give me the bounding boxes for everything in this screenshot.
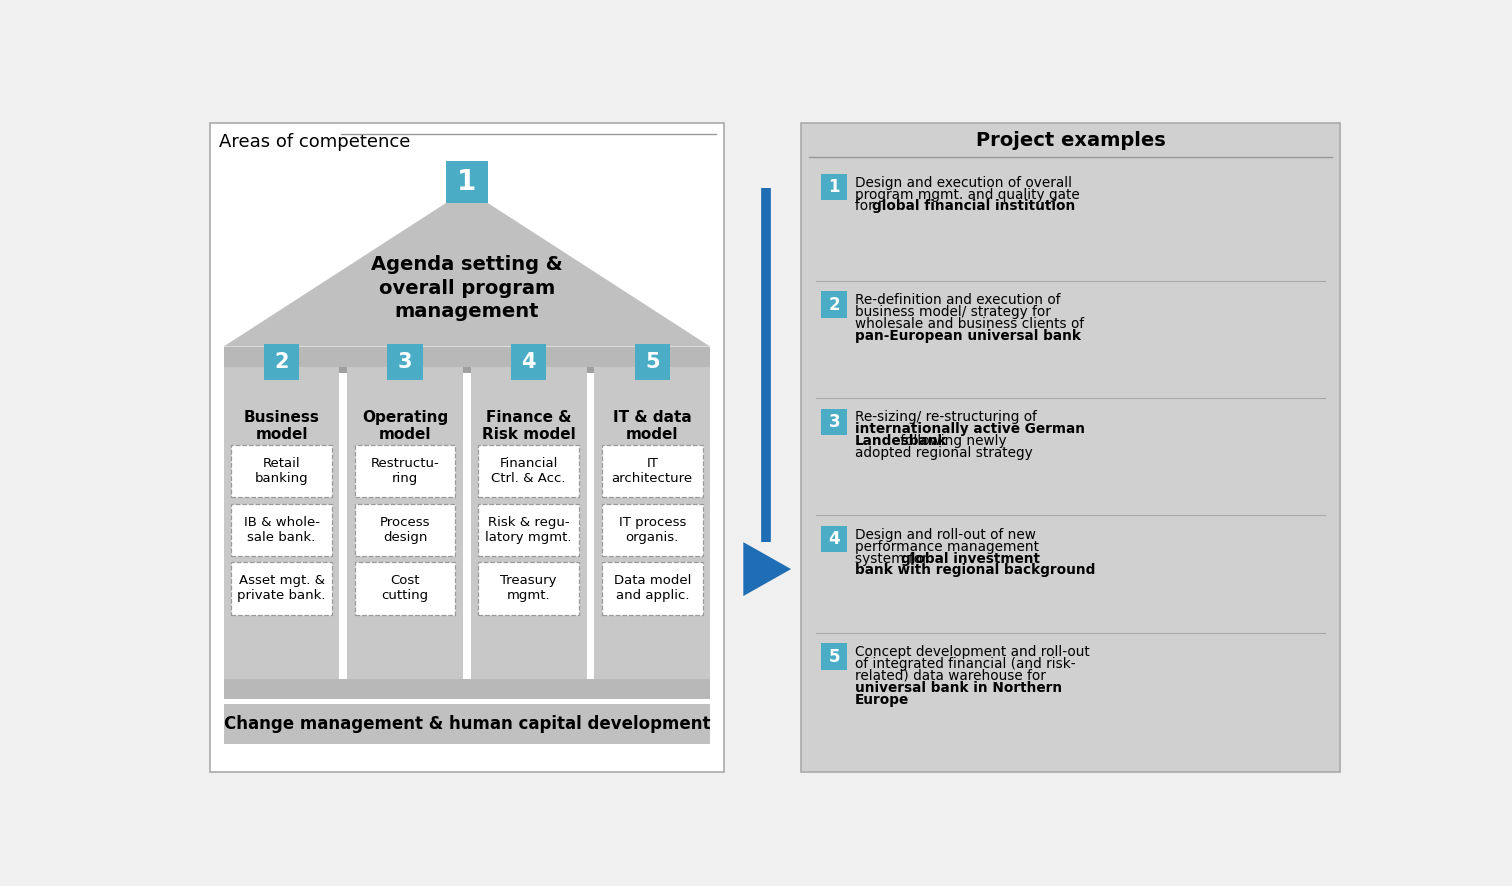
Polygon shape	[744, 542, 791, 596]
Text: Agenda setting &
overall program
management: Agenda setting & overall program managem…	[370, 255, 562, 322]
Text: Data model
and applic.: Data model and applic.	[614, 574, 691, 602]
Text: system for: system for	[854, 551, 931, 565]
Bar	[231, 503, 331, 556]
Text: 1: 1	[829, 178, 841, 196]
Bar	[478, 503, 579, 556]
Text: 5: 5	[646, 352, 659, 372]
Text: Change management & human capital development: Change management & human capital develo…	[224, 715, 711, 733]
Bar	[387, 345, 423, 380]
Bar	[231, 445, 331, 497]
Bar	[478, 562, 579, 615]
Text: Asset mgt. &
private bank.: Asset mgt. & private bank.	[237, 574, 325, 602]
Text: IB & whole-
sale bank.: IB & whole- sale bank.	[243, 516, 319, 544]
Bar	[821, 174, 847, 200]
Text: 3: 3	[398, 352, 413, 372]
Bar	[355, 503, 455, 556]
Text: Retail
banking: Retail banking	[254, 457, 308, 486]
Text: 4: 4	[522, 352, 535, 372]
Text: Re-sizing/ re-structuring of: Re-sizing/ re-structuring of	[854, 410, 1037, 424]
Text: 4: 4	[829, 530, 841, 548]
Text: IT & data
model: IT & data model	[612, 409, 691, 442]
Bar	[511, 345, 546, 380]
Text: Operating
model: Operating model	[361, 409, 448, 442]
Bar	[446, 161, 488, 203]
Bar	[594, 367, 711, 680]
Text: Restructu-
ring: Restructu- ring	[370, 457, 440, 486]
Text: global investment: global investment	[901, 551, 1040, 565]
Bar	[602, 503, 703, 556]
Text: 5: 5	[829, 648, 841, 665]
Bar	[821, 526, 847, 552]
Bar	[470, 367, 587, 680]
Polygon shape	[224, 190, 711, 346]
Text: Areas of competence: Areas of competence	[219, 133, 410, 151]
Text: bank with regional background: bank with regional background	[854, 563, 1095, 578]
Text: Cost
cutting: Cost cutting	[381, 574, 429, 602]
Text: 2: 2	[829, 296, 841, 314]
Bar	[231, 562, 331, 615]
Bar	[821, 408, 847, 435]
Bar	[224, 703, 711, 744]
Text: Re-definition and execution of: Re-definition and execution of	[854, 293, 1060, 307]
Text: adopted regional strategy: adopted regional strategy	[854, 447, 1033, 460]
Text: IT
architecture: IT architecture	[612, 457, 692, 486]
Text: IT process
organis.: IT process organis.	[618, 516, 686, 544]
Text: Design and roll-out of new: Design and roll-out of new	[854, 528, 1036, 541]
Text: for: for	[854, 199, 878, 214]
Text: program mgmt. and quality gate: program mgmt. and quality gate	[854, 188, 1080, 201]
Text: 1: 1	[457, 167, 476, 196]
Text: wholesale and business clients of: wholesale and business clients of	[854, 317, 1084, 330]
Bar	[224, 680, 711, 699]
Bar	[224, 367, 340, 680]
Bar	[348, 367, 463, 680]
Text: business model/ strategy for: business model/ strategy for	[854, 305, 1051, 319]
Bar	[812, 159, 1329, 761]
Text: internationally active German: internationally active German	[854, 423, 1086, 436]
Bar	[355, 562, 455, 615]
Bar	[355, 445, 455, 497]
Text: Europe: Europe	[854, 693, 909, 707]
Text: Finance &
Risk model: Finance & Risk model	[482, 409, 576, 442]
Bar	[635, 345, 670, 380]
Text: global financial institution: global financial institution	[871, 199, 1075, 214]
Bar	[210, 123, 724, 772]
Bar	[801, 123, 1340, 772]
Text: Risk & regu-
latory mgmt.: Risk & regu- latory mgmt.	[485, 516, 572, 544]
Text: performance management: performance management	[854, 540, 1039, 554]
Text: Financial
Ctrl. & Acc.: Financial Ctrl. & Acc.	[491, 457, 565, 486]
Text: Landesbank: Landesbank	[854, 434, 948, 448]
Bar	[263, 345, 299, 380]
Text: Treasury
mgmt.: Treasury mgmt.	[500, 574, 556, 602]
Text: Project examples: Project examples	[975, 131, 1166, 150]
Text: of integrated financial (and risk-: of integrated financial (and risk-	[854, 657, 1075, 671]
Text: Business
model: Business model	[243, 409, 319, 442]
Text: Concept development and roll-out: Concept development and roll-out	[854, 645, 1090, 659]
Bar	[224, 367, 711, 373]
Bar	[821, 643, 847, 670]
Text: Process
design: Process design	[380, 516, 431, 544]
Bar	[602, 562, 703, 615]
Text: Design and execution of overall: Design and execution of overall	[854, 175, 1072, 190]
Bar	[821, 291, 847, 317]
Text: following newly: following newly	[897, 434, 1007, 448]
Text: universal bank in Northern: universal bank in Northern	[854, 680, 1061, 695]
Bar	[478, 445, 579, 497]
Text: 3: 3	[829, 413, 841, 431]
Bar	[224, 346, 711, 367]
Text: pan-European universal bank: pan-European universal bank	[854, 329, 1081, 343]
Bar	[602, 445, 703, 497]
Text: related) data warehouse for: related) data warehouse for	[854, 669, 1046, 683]
Text: 2: 2	[274, 352, 289, 372]
